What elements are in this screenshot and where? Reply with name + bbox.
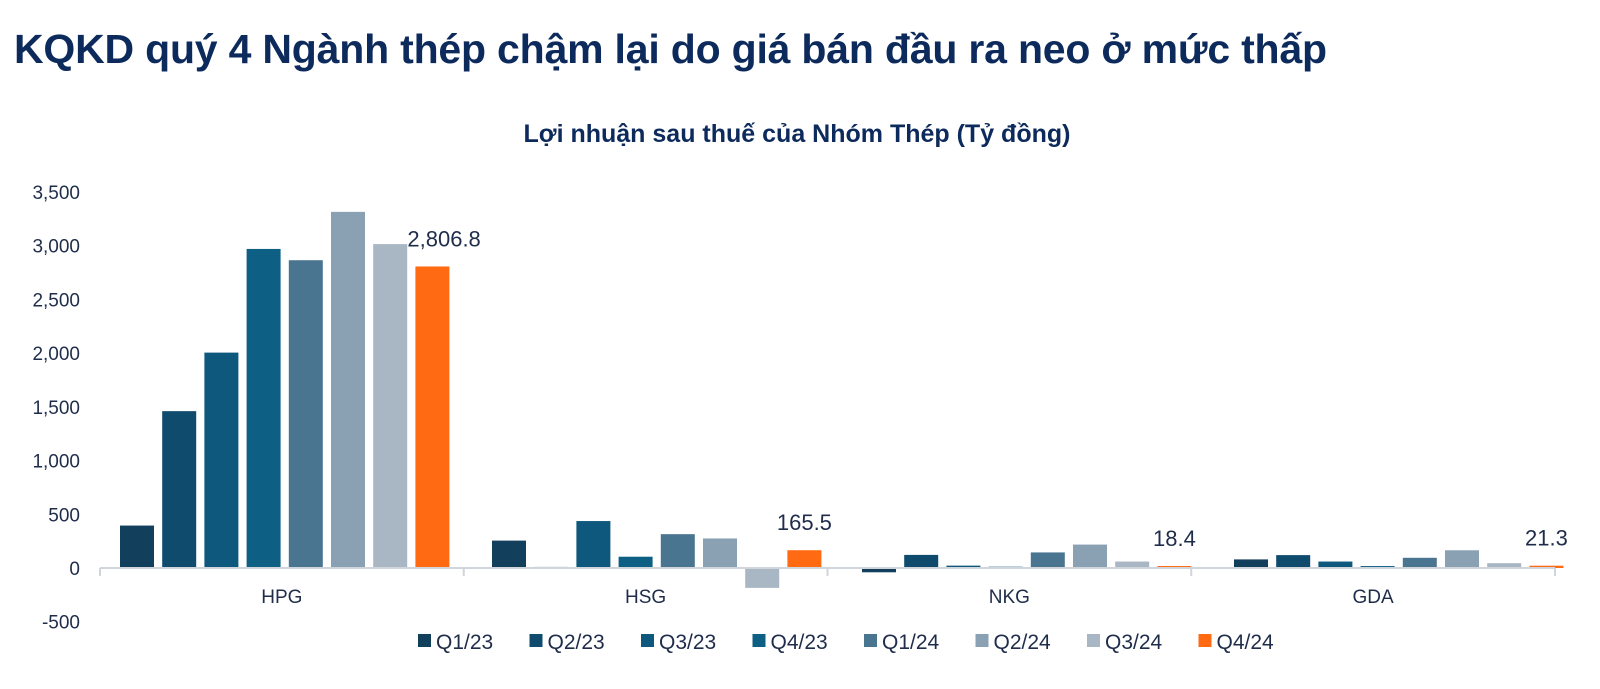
legend-label: Q3/24 — [1105, 631, 1163, 654]
bar-hsg-q4-23 — [618, 556, 653, 568]
x-axis — [99, 567, 1556, 576]
y-tick-label: 3,500 — [32, 183, 80, 204]
bar-hpg-q1-24 — [288, 260, 323, 568]
y-tick-label: 1,000 — [32, 452, 80, 473]
legend-label: Q3/23 — [659, 631, 716, 654]
bar-hpg-q4-24 — [415, 266, 450, 568]
bar-hpg-q4-23 — [246, 248, 281, 569]
bar-hsg-q1-24 — [660, 534, 695, 568]
bar-gda-q1-24 — [1402, 557, 1437, 568]
y-tick-label: 2,500 — [32, 290, 80, 311]
chart-title: Lợi nhuận sau thuế của Nhóm Thép (Tỷ đồn… — [524, 120, 1071, 148]
legend-swatch — [864, 634, 877, 647]
bar-hsg-q3-24 — [745, 568, 780, 588]
legend-swatch — [1087, 634, 1100, 647]
y-tick-label: 2,000 — [32, 344, 80, 365]
bar-gda-q1-23 — [1234, 559, 1268, 568]
bar-gda-q3-23 — [1318, 561, 1353, 568]
legend-swatch — [975, 634, 989, 647]
bar-hsg-q4-24 — [787, 550, 822, 568]
y-axis: -500 0 500 1,000 1,500 2,000 2,500 3,000 3,500 — [32, 183, 80, 634]
legend-label: Q4/24 — [1217, 631, 1275, 654]
bar-nkg-q1-23 — [862, 568, 896, 573]
data-label: 21.3 — [1525, 526, 1568, 551]
legend-swatch — [752, 634, 766, 647]
legend-label: Q2/24 — [994, 631, 1052, 654]
bar-hsg-q2-24 — [703, 538, 737, 568]
bar-nkg-q2-24 — [1073, 544, 1107, 568]
legend-label: Q1/24 — [882, 631, 940, 654]
bar-gda-q3-24 — [1487, 563, 1522, 568]
legend-label: Q1/23 — [436, 631, 493, 654]
category-label: HSG — [625, 587, 666, 608]
legend-swatch — [641, 634, 654, 647]
bar-nkg-q2-23 — [904, 554, 939, 568]
y-tick-label: 0 — [69, 559, 80, 580]
y-tick-label: 1,500 — [32, 398, 80, 419]
y-tick-label: -500 — [42, 613, 80, 634]
bar-gda-q4-24 — [1529, 565, 1564, 568]
y-tick-label: 500 — [48, 505, 80, 526]
legend-swatch — [529, 634, 543, 647]
category-label: GDA — [1353, 587, 1395, 608]
bar-gda-q2-24 — [1445, 550, 1479, 568]
y-tick-label: 3,000 — [32, 237, 80, 258]
bar-nkg-q3-24 — [1115, 561, 1150, 568]
bar-hpg-q1-23 — [120, 525, 154, 568]
legend-swatch — [418, 634, 431, 647]
bar-gda-q2-23 — [1276, 555, 1311, 568]
data-labels: 2,806.8 165.5 18.4 21.3 — [407, 226, 1567, 551]
category-label: NKG — [989, 587, 1030, 608]
data-label: 18.4 — [1153, 526, 1196, 551]
bar-hpg-q3-24 — [373, 244, 408, 569]
bars — [120, 211, 1564, 588]
bar-hpg-q2-24 — [331, 211, 365, 569]
bar-hpg-q3-23 — [204, 352, 239, 568]
page-headline: KQKD quý 4 Ngành thép chậm lại do giá bá… — [14, 26, 1327, 72]
category-labels: HPG HSG NKG GDA — [261, 587, 1394, 608]
legend: Q1/23 Q2/23 Q3/23 Q4/23 Q1/24 Q2/24 Q3/24 Q4/24 — [418, 631, 1274, 654]
bar-hsg-q3-23 — [576, 521, 611, 568]
legend-label: Q2/23 — [548, 631, 605, 654]
bar-hpg-q2-23 — [162, 411, 197, 568]
category-label: HPG — [261, 587, 302, 608]
bar-nkg-q1-24 — [1030, 552, 1065, 568]
legend-swatch — [1198, 634, 1212, 647]
bar-nkg-q3-23 — [946, 565, 981, 568]
data-label: 2,806.8 — [407, 226, 480, 251]
legend-label: Q4/23 — [771, 631, 828, 654]
data-label: 165.5 — [777, 510, 832, 535]
bar-hsg-q1-23 — [492, 540, 526, 568]
